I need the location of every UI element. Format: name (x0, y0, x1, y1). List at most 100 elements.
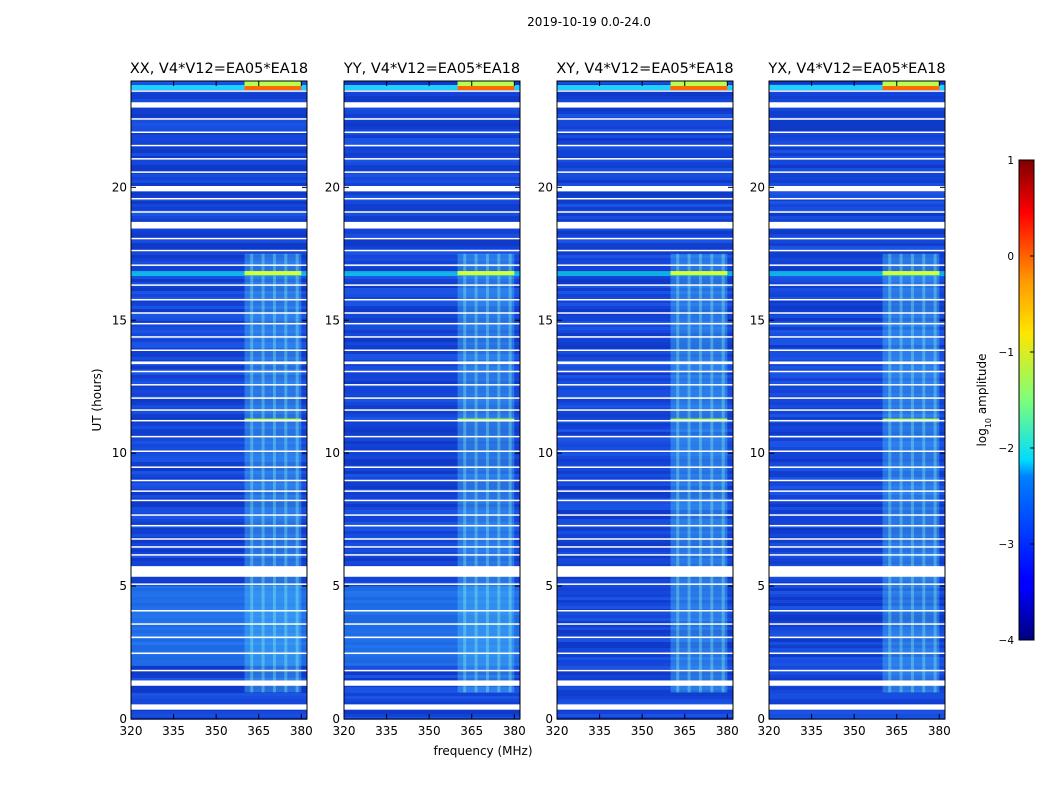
flagged-row (131, 384, 307, 386)
x-tick-label: 350 (418, 724, 441, 738)
x-tick-label: 320 (120, 724, 143, 738)
noise-stripe (769, 714, 945, 717)
colorbar-label: log10 amplitude (975, 354, 993, 447)
noise-stripe (557, 147, 733, 150)
noise-stripe (131, 588, 307, 591)
noise-stripe (769, 501, 945, 504)
flagged-row (769, 669, 945, 672)
noise-stripe (131, 81, 307, 84)
noise-stripe (769, 342, 945, 345)
x-tick-label: 380 (290, 724, 313, 738)
noise-stripe (131, 699, 307, 702)
noise-stripe (769, 597, 945, 600)
flagged-row (557, 197, 733, 200)
flagged-row (131, 197, 307, 200)
noise-stripe (344, 342, 520, 345)
noise-stripe (557, 132, 733, 135)
flagged-row (344, 144, 520, 147)
noise-stripe (131, 366, 307, 369)
flagged-row (344, 435, 520, 438)
noise-stripe (131, 201, 307, 204)
flagged-row (131, 566, 307, 577)
noise-stripe (769, 366, 945, 369)
noise-stripe (769, 126, 945, 129)
flagged-row (557, 669, 733, 672)
flagged-row (769, 538, 945, 540)
noise-stripe (344, 261, 520, 264)
flagged-row (344, 680, 520, 686)
noise-stripe (769, 522, 945, 525)
noise-stripe (344, 591, 520, 594)
noise-stripe (344, 639, 520, 642)
noise-stripe (131, 228, 307, 231)
noise-stripe (131, 285, 307, 288)
noise-stripe (131, 363, 307, 366)
noise-stripe (131, 462, 307, 465)
noise-stripe (131, 645, 307, 648)
noise-stripe (131, 399, 307, 402)
noise-stripe (557, 480, 733, 483)
noise-stripe (131, 657, 307, 660)
panel-title: YY, V4*V12=EA05*EA18 (343, 61, 520, 77)
noise-stripe (769, 645, 945, 648)
flagged-row (344, 419, 520, 422)
noise-stripe (344, 603, 520, 606)
noise-stripe (131, 534, 307, 537)
flagged-row (131, 90, 307, 92)
noise-stripe (769, 666, 945, 669)
noise-stripe (557, 324, 733, 327)
noise-stripe (769, 654, 945, 657)
noise-stripe (344, 279, 520, 282)
noise-stripe (769, 138, 945, 141)
noise-stripe (344, 258, 520, 261)
noise-stripe (131, 246, 307, 249)
noise-stripe (344, 363, 520, 366)
noise-stripe (344, 468, 520, 471)
noise-stripe (131, 453, 307, 456)
noise-stripe (131, 159, 307, 162)
noise-stripe (131, 387, 307, 390)
noise-stripe (557, 498, 733, 501)
noise-stripe (557, 267, 733, 270)
noise-stripe (131, 501, 307, 504)
flagged-row (344, 566, 520, 577)
noise-stripe (557, 483, 733, 486)
noise-stripe (131, 651, 307, 654)
x-tick-label: 365 (460, 724, 483, 738)
flagged-row (557, 131, 733, 134)
flagged-row (131, 554, 307, 556)
noise-stripe (344, 135, 520, 138)
noise-stripe (131, 429, 307, 432)
noise-stripe (344, 423, 520, 426)
noise-stripe (344, 366, 520, 369)
noise-stripe (557, 330, 733, 333)
y-tick-label: 15 (112, 313, 127, 327)
noise-stripe (769, 579, 945, 582)
flagged-row (557, 490, 733, 492)
noise-stripe (131, 300, 307, 303)
flagged-row (769, 704, 945, 710)
noise-stripe (557, 696, 733, 699)
noise-stripe (769, 174, 945, 177)
y-tick-label: 10 (112, 446, 127, 460)
noise-stripe (769, 150, 945, 153)
noise-stripe (557, 276, 733, 279)
noise-stripe (131, 564, 307, 567)
noise-stripe (131, 627, 307, 630)
noise-stripe (557, 561, 733, 564)
panels: XX, V4*V12=EA05*EA18 320 335 350 365 380 0 5 10 1… (112, 61, 951, 738)
noise-stripe (557, 528, 733, 531)
noise-stripe (557, 663, 733, 666)
rfi-line (933, 253, 937, 693)
noise-stripe (344, 156, 520, 159)
noise-stripe (344, 141, 520, 144)
noise-stripe (344, 216, 520, 219)
noise-stripe (131, 321, 307, 324)
noise-stripe (557, 258, 733, 261)
noise-stripe (131, 414, 307, 417)
noise-stripe (131, 168, 307, 171)
noise-stripe (769, 525, 945, 528)
noise-stripe (344, 303, 520, 306)
noise-stripe (344, 492, 520, 495)
noise-stripe (344, 612, 520, 615)
